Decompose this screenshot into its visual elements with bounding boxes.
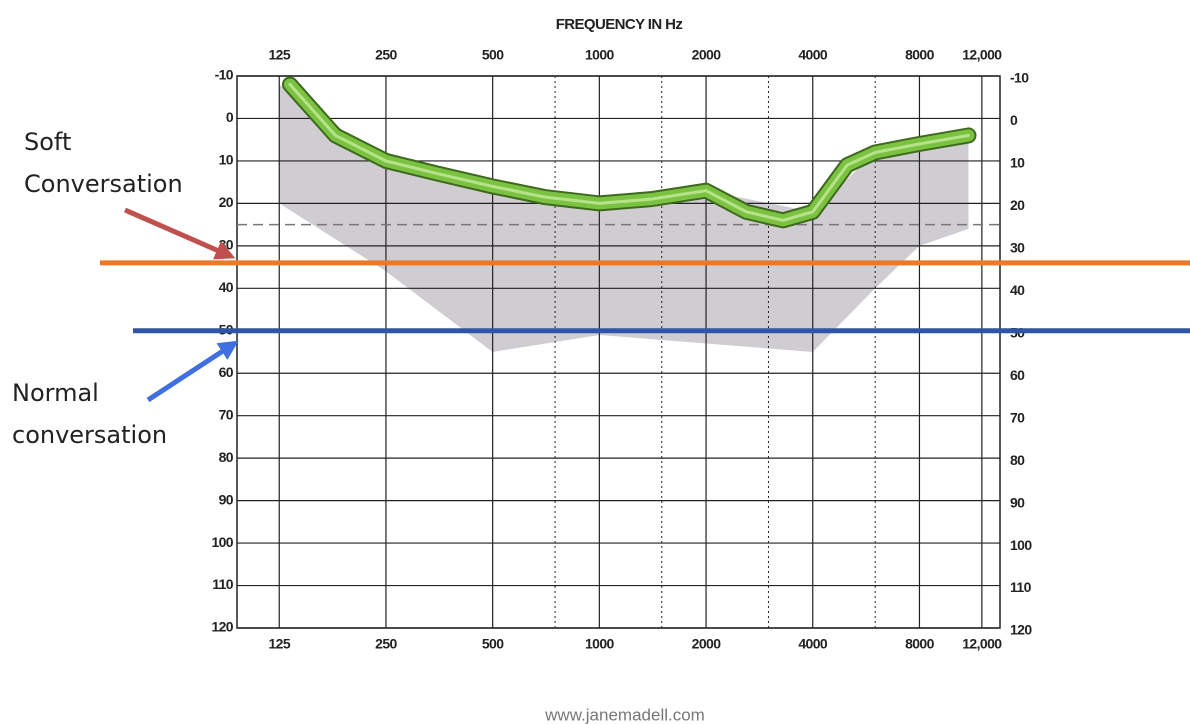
curve-highlight <box>288 82 970 222</box>
y-tick-label: 100 <box>211 534 233 550</box>
y-tick-label: 70 <box>219 406 234 422</box>
y2-tick-label: 120 <box>1010 622 1032 638</box>
y-tick-label: 120 <box>211 619 233 635</box>
y-tick-label: -10 <box>215 67 234 83</box>
arrow <box>123 207 236 260</box>
x-tick-label-bottom: 1000 <box>585 636 615 652</box>
y2-tick-label: 110 <box>1010 579 1032 595</box>
annotation-text: Normal <box>12 379 99 407</box>
footer: www.janemadell.com <box>544 705 705 724</box>
x-tick-label-bottom: 8000 <box>905 636 935 652</box>
y2-tick-label: 10 <box>1010 155 1025 171</box>
y-tick-label: 80 <box>219 449 234 465</box>
y-tick-label: 60 <box>219 364 234 380</box>
x-tick-label-bottom: 2000 <box>692 636 722 652</box>
y2-tick-label: -10 <box>1010 70 1029 86</box>
x-tick-label: 12,000 <box>962 47 1002 63</box>
y-tick-label: 10 <box>219 152 234 168</box>
y2-tick-label: 70 <box>1010 409 1025 425</box>
y2-tick-label: 60 <box>1010 367 1025 383</box>
annotation-text: Conversation <box>24 170 183 198</box>
arrow <box>146 340 239 403</box>
y2-tick-label: 80 <box>1010 452 1025 468</box>
x-tick-label: 1000 <box>585 47 615 63</box>
x-tick-label: 250 <box>375 47 397 63</box>
x-tick-label: 2000 <box>692 47 722 63</box>
y-tick-label: 20 <box>219 194 234 210</box>
x-tick-label: 4000 <box>798 47 828 63</box>
x-tick-label-bottom: 12,000 <box>962 636 1002 652</box>
y2-tick-label: 90 <box>1010 494 1025 510</box>
annotation-text: Soft <box>24 128 71 156</box>
y2-tick-label: 40 <box>1010 282 1025 298</box>
y2-tick-label: 20 <box>1010 197 1025 213</box>
x-tick-label: 500 <box>482 47 504 63</box>
speech-area <box>279 84 969 352</box>
x-tick-label-bottom: 4000 <box>798 636 828 652</box>
x-tick-label-bottom: 250 <box>375 636 397 652</box>
y-tick-label: 90 <box>219 491 234 507</box>
x-tick-label: 125 <box>268 47 290 63</box>
y2-tick-label: 30 <box>1010 240 1025 256</box>
x-tick-label: 8000 <box>905 47 935 63</box>
y2-tick-label: 0 <box>1010 112 1018 128</box>
annotation-text: conversation <box>12 421 167 449</box>
y-tick-label: 0 <box>226 109 234 125</box>
y2-tick-label: 100 <box>1010 537 1032 553</box>
chart-title: FREQUENCY IN Hz <box>556 16 683 33</box>
x-tick-label-bottom: 500 <box>482 636 504 652</box>
x-tick-label-bottom: 125 <box>268 636 290 652</box>
y-tick-label: 40 <box>219 279 234 295</box>
y-tick-label: 110 <box>212 576 234 592</box>
